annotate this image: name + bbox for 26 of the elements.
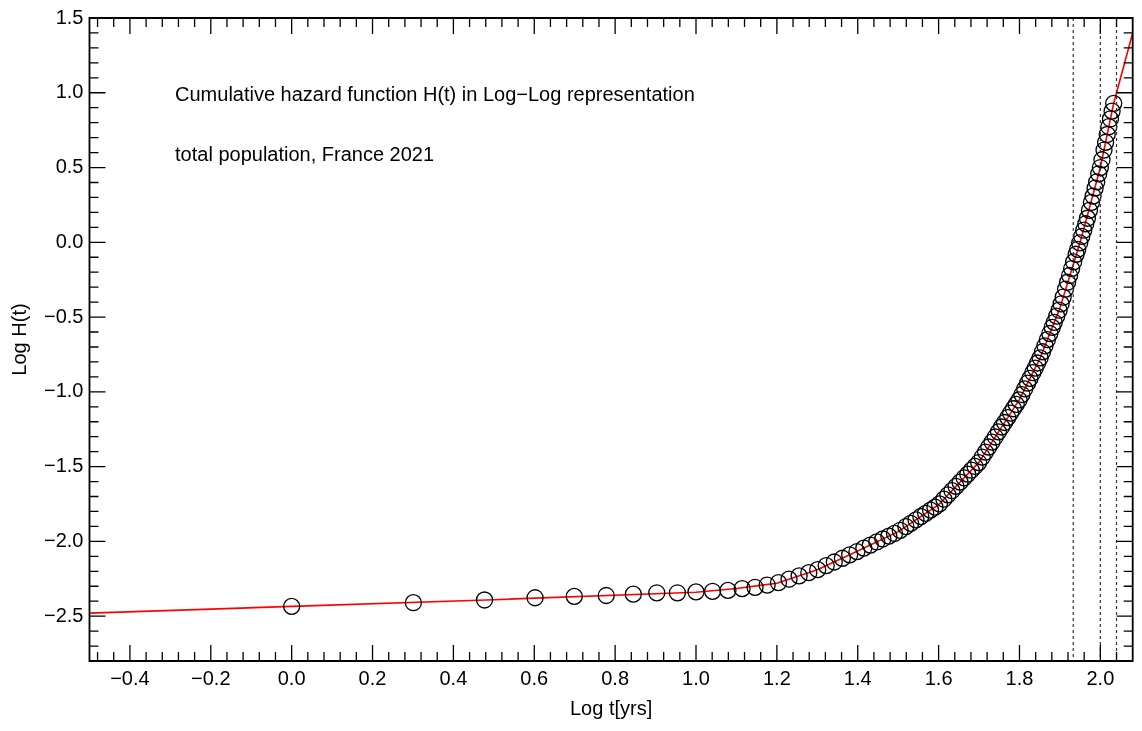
- y-tick-label: 1.5: [55, 5, 84, 28]
- annotation: Cumulative hazard function H(t) in Log−Log representation: [175, 82, 695, 105]
- x-tick-label: 0.6: [520, 666, 549, 689]
- y-tick-label: −1.0: [44, 379, 84, 402]
- y-tick-label: 0.5: [55, 155, 84, 178]
- x-tick-label: 1.0: [682, 666, 710, 689]
- y-tick-label: 0.0: [55, 229, 84, 252]
- annotation: total population, France 2021: [175, 142, 435, 165]
- x-tick-label: 0.4: [439, 666, 468, 689]
- x-tick-label: 0.0: [277, 666, 306, 689]
- x-tick-label: 1.6: [924, 666, 953, 689]
- x-tick-label: −0.2: [191, 666, 231, 689]
- y-axis-title: Log H(t): [7, 303, 30, 376]
- y-tick-label: −0.5: [44, 304, 84, 327]
- y-tick-label: −2.0: [44, 528, 84, 551]
- x-tick-label: 1.2: [762, 666, 791, 689]
- y-tick-label: −2.5: [44, 603, 84, 626]
- x-tick-label: 2.0: [1086, 666, 1115, 689]
- x-tick-label: −0.4: [110, 666, 150, 689]
- x-tick-label: 1.8: [1005, 666, 1034, 689]
- x-axis-title: Log t[yrs]: [569, 696, 653, 719]
- y-tick-label: −1.5: [44, 454, 84, 477]
- x-tick-label: 1.4: [843, 666, 872, 689]
- y-tick-label: 1.0: [55, 80, 84, 103]
- x-tick-label: 0.2: [358, 666, 387, 689]
- x-tick-label: 0.8: [601, 666, 630, 689]
